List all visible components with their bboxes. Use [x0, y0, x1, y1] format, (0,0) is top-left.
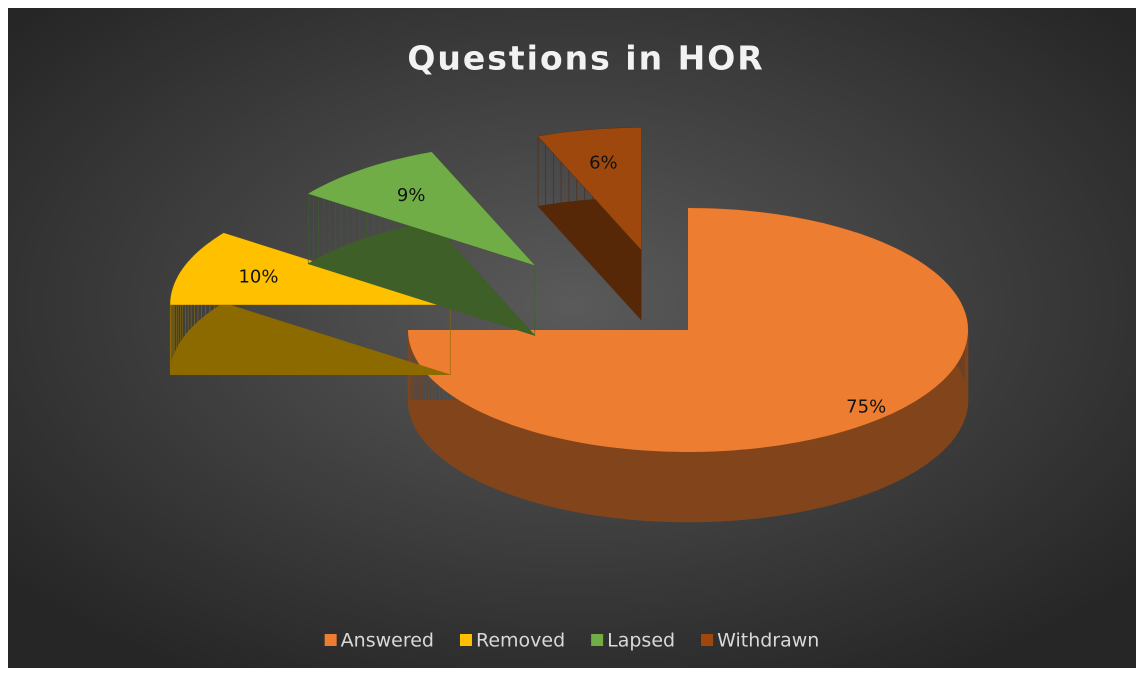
legend-label: Withdrawn: [717, 630, 819, 652]
data-label: 75%: [846, 397, 886, 418]
legend-swatch: [324, 634, 337, 646]
slice: [538, 127, 642, 250]
legend-swatch: [459, 634, 472, 646]
data-label: 10%: [238, 267, 278, 288]
slice: [170, 233, 451, 305]
pie: 75% 10% 9% 6%: [169, 127, 969, 523]
data-label: 6%: [589, 152, 618, 173]
legend-label: Removed: [476, 630, 565, 652]
slice: [308, 152, 535, 266]
legend: Answered Removed Lapsed Withdrawn: [324, 630, 819, 652]
legend-swatch: [591, 634, 604, 646]
data-label: 9%: [397, 185, 426, 206]
slice: [408, 208, 968, 452]
legend-label: Answered: [341, 630, 434, 652]
legend-swatch: [701, 634, 714, 646]
chart-title: Questions in HOR: [407, 39, 764, 78]
legend-label: Lapsed: [607, 630, 675, 652]
